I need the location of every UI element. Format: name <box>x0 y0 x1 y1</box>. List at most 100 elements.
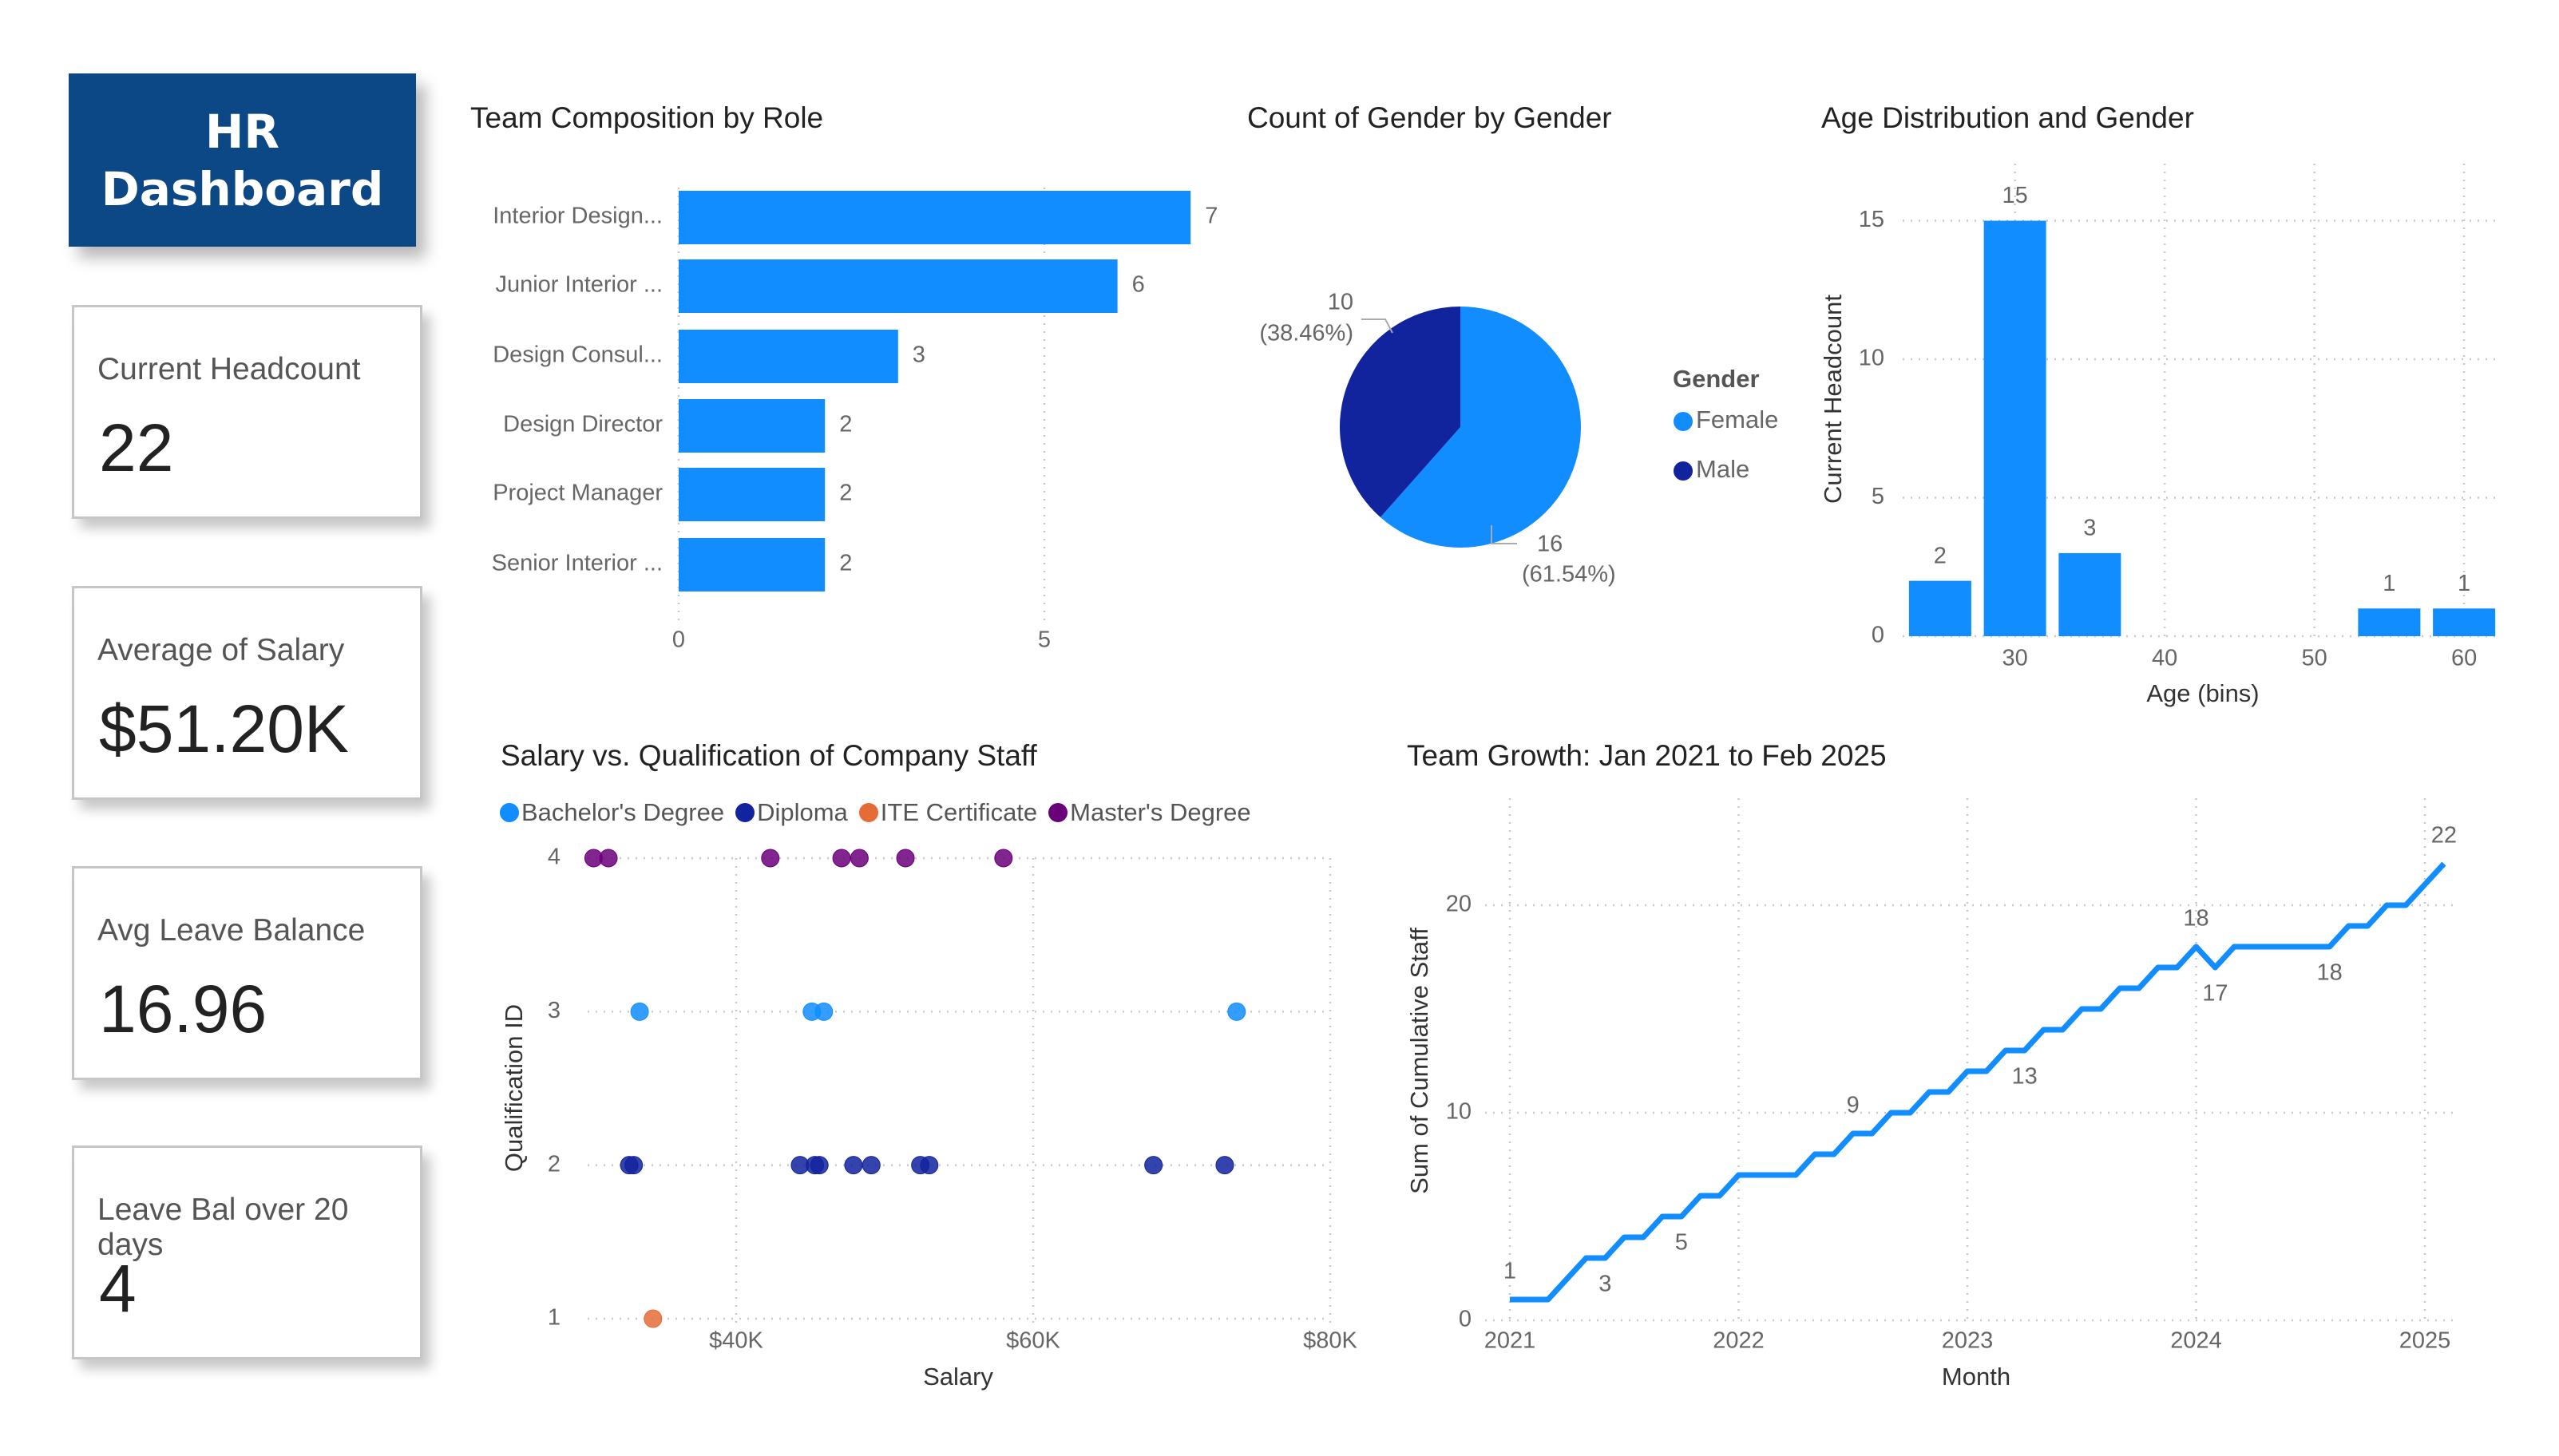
kpi-label: Current Headcount <box>97 352 361 386</box>
x-tick-label: 50 <box>2301 646 2327 671</box>
y-tick-label: 3 <box>548 998 561 1023</box>
scatter-point[interactable] <box>1215 1156 1234 1175</box>
scatter-point[interactable] <box>862 1156 881 1175</box>
data-label: 7 <box>1205 204 1218 229</box>
bar[interactable] <box>679 468 826 521</box>
legend-item-masters[interactable]: Master's Degree <box>1048 798 1251 827</box>
bar[interactable] <box>679 538 826 592</box>
data-label: 3 <box>2083 516 2096 541</box>
bar[interactable] <box>679 330 898 383</box>
scatter-point[interactable] <box>644 1309 663 1328</box>
x-tick-label: 40 <box>2152 646 2177 671</box>
leader-line <box>1491 525 1517 544</box>
legend-item-diploma[interactable]: Diploma <box>735 798 848 827</box>
salary-legend: Bachelor's Degree Diploma ITE Certificat… <box>500 798 1251 827</box>
bar[interactable] <box>1908 580 1971 636</box>
y-tick-label: 1 <box>548 1305 561 1331</box>
x-tick-label: 2024 <box>2170 1328 2222 1354</box>
legend-label: Master's Degree <box>1070 798 1251 826</box>
bar[interactable] <box>2058 552 2121 636</box>
y-axis-title: Current Headcount <box>1819 295 1847 504</box>
bar[interactable] <box>679 259 1118 313</box>
legend-label: ITE Certificate <box>880 798 1038 826</box>
legend-label: Male <box>1696 455 1749 483</box>
legend-label: Diploma <box>757 798 848 826</box>
title-line-2: Dashboard <box>101 161 384 216</box>
pie-slice-female[interactable] <box>1380 307 1581 548</box>
x-tick-label: 2021 <box>1484 1328 1536 1354</box>
x-tick-label: $40K <box>709 1328 763 1354</box>
growth-line[interactable] <box>1510 861 2446 1303</box>
scatter-point[interactable] <box>761 849 780 868</box>
bar[interactable] <box>2358 608 2421 636</box>
scatter-point[interactable] <box>814 1002 834 1021</box>
legend-dot-icon <box>1674 461 1693 481</box>
data-label: 2 <box>1934 543 1947 568</box>
roles-chart-title: Team Composition by Role <box>470 101 824 134</box>
data-label: 2 <box>839 481 852 506</box>
y-tick-label: 4 <box>548 845 561 870</box>
scatter-point[interactable] <box>896 849 915 868</box>
scatter-point[interactable] <box>1144 1156 1163 1175</box>
pie-data-label: 16 <box>1537 532 1563 557</box>
pie-slice-male[interactable] <box>1340 307 1460 518</box>
bar[interactable] <box>679 191 1191 244</box>
x-tick-label: 2025 <box>2399 1328 2451 1354</box>
scatter-point[interactable] <box>850 849 869 868</box>
scatter-point[interactable] <box>844 1156 863 1175</box>
y-tick-label: 2 <box>548 1151 561 1177</box>
x-tick-label: 2023 <box>1942 1328 1994 1354</box>
kpi-card-average-salary[interactable]: Average of Salary $51.20K <box>72 586 422 800</box>
age-chart-title: Age Distribution and Gender <box>1821 101 2194 134</box>
data-label: 15 <box>2002 183 2027 208</box>
scatter-point[interactable] <box>810 1156 829 1175</box>
y-axis-title: Qualification ID <box>500 1004 528 1172</box>
scatter-point[interactable] <box>630 1002 649 1021</box>
y-tick-label: 10 <box>1859 346 1884 371</box>
data-label: 3 <box>913 342 925 368</box>
data-label: 2 <box>839 551 852 576</box>
x-tick-label: 2022 <box>1713 1328 1765 1354</box>
y-tick-label: 0 <box>1872 623 1884 648</box>
kpi-label: Avg Leave Balance <box>97 913 366 948</box>
x-tick-label: 60 <box>2451 646 2477 671</box>
data-label: 18 <box>2183 906 2208 932</box>
data-label: 2 <box>839 412 852 437</box>
y-tick-label: 5 <box>1872 484 1884 509</box>
gender-chart-title: Count of Gender by Gender <box>1247 101 1612 134</box>
y-tick-label: 20 <box>1446 892 1472 917</box>
bar[interactable] <box>2433 608 2496 636</box>
kpi-card-leave-over-20[interactable]: Leave Bal over 20 days 4 <box>72 1145 422 1359</box>
legend-dot-icon <box>1048 803 1068 822</box>
kpi-card-headcount[interactable]: Current Headcount 22 <box>72 305 422 519</box>
scatter-point[interactable] <box>1227 1002 1246 1021</box>
y-tick-label: 0 <box>1459 1307 1472 1332</box>
y-tick-label: 15 <box>1859 207 1884 232</box>
legend-dot-icon <box>858 803 878 822</box>
scatter-point[interactable] <box>599 849 618 868</box>
scatter-point[interactable] <box>920 1156 939 1175</box>
x-tick-label: 5 <box>1038 627 1051 653</box>
scatter-point[interactable] <box>624 1156 644 1175</box>
kpi-value: 16.96 <box>99 971 267 1046</box>
kpi-card-leave-balance[interactable]: Avg Leave Balance 16.96 <box>72 866 422 1080</box>
bar[interactable] <box>1983 220 2046 637</box>
scatter-point[interactable] <box>832 849 851 868</box>
y-tick-label: 10 <box>1446 1099 1472 1125</box>
x-axis-title: Month <box>1942 1363 2010 1391</box>
legend-label: Bachelor's Degree <box>521 798 725 826</box>
bar[interactable] <box>679 399 826 453</box>
legend-item-ite[interactable]: ITE Certificate <box>858 798 1038 827</box>
x-axis-title: Age (bins) <box>2146 679 2259 707</box>
salary-chart-title: Salary vs. Qualification of Company Staf… <box>501 739 1037 772</box>
x-tick-label: 0 <box>672 627 685 653</box>
legend-item-bachelors[interactable]: Bachelor's Degree <box>500 798 724 827</box>
legend-label: Female <box>1696 406 1778 433</box>
scatter-point[interactable] <box>994 849 1013 868</box>
x-axis-title: Salary <box>923 1363 993 1391</box>
leader-line <box>1361 318 1393 334</box>
data-label: 6 <box>1132 272 1145 298</box>
data-label: 9 <box>1847 1093 1860 1118</box>
category-label: Design Consul... <box>493 342 663 368</box>
